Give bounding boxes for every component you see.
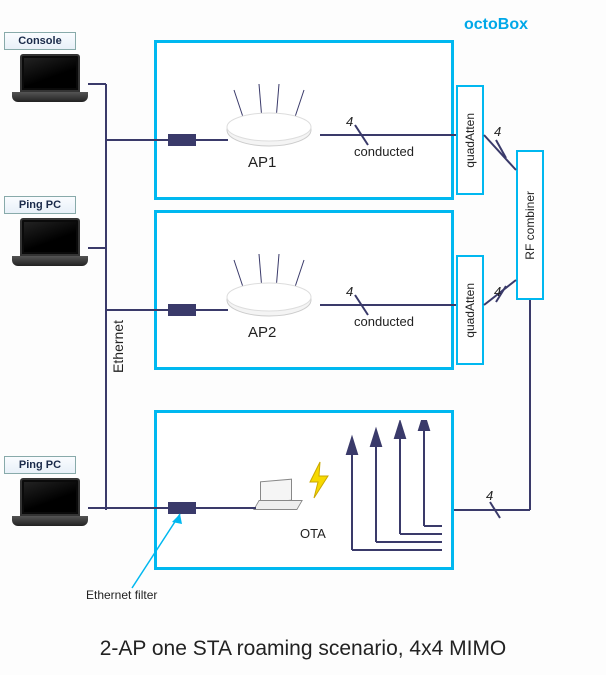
- octobox-title: octoBox: [464, 16, 528, 34]
- laptop-console: Console: [10, 54, 90, 114]
- ota-antennas: [340, 420, 450, 560]
- laptop-ping2-label: Ping PC: [4, 456, 76, 474]
- ap1-conducted: conducted: [354, 144, 414, 159]
- ethernet-filter-label: Ethernet filter: [86, 588, 157, 602]
- quadatten-1-label: quadAtten: [463, 113, 477, 168]
- ap2-conducted: conducted: [354, 314, 414, 329]
- ethernet-label: Ethernet: [110, 320, 126, 373]
- ap2-label: AP2: [248, 324, 276, 341]
- quadatten-1: quadAtten: [456, 85, 484, 195]
- diagram-root: octoBox Console Ping PC Ping PC quadAtte…: [0, 40, 606, 610]
- ap1-device: [214, 80, 324, 150]
- quadatten-2: quadAtten: [456, 255, 484, 365]
- laptop-ping1: Ping PC: [10, 218, 90, 278]
- laptop-ping1-label: Ping PC: [4, 196, 76, 214]
- caption: 2-AP one STA roaming scenario, 4x4 MIMO: [0, 637, 606, 661]
- ap1-count: 4: [346, 114, 353, 129]
- bolt-icon: [304, 460, 334, 500]
- quadatten-2-label: quadAtten: [463, 283, 477, 338]
- ota-count: 4: [486, 488, 493, 503]
- ap2-count: 4: [346, 284, 353, 299]
- ota-label: OTA: [300, 526, 326, 541]
- qa1-out-count: 4: [494, 124, 501, 139]
- laptop-console-label: Console: [4, 32, 76, 50]
- ap1-label: AP1: [248, 154, 276, 171]
- laptop-ping2: Ping PC: [10, 478, 90, 538]
- ap2-device: [214, 250, 324, 320]
- rf-combiner: RF combiner: [516, 150, 544, 300]
- ota-laptop: [254, 480, 304, 516]
- qa2-out-count: 4: [494, 284, 501, 299]
- rf-combiner-label: RF combiner: [523, 191, 537, 260]
